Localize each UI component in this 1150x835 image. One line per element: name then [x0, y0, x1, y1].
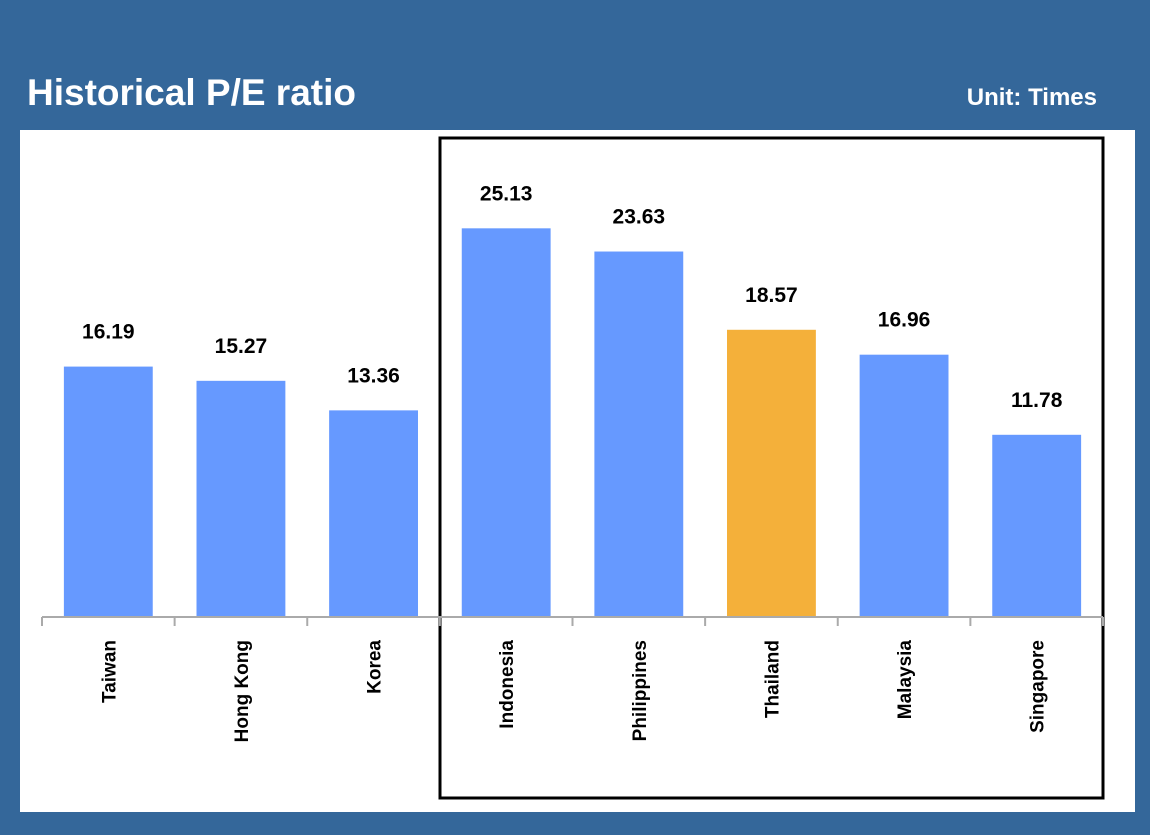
x-tick-label: Indonesia — [497, 640, 518, 729]
value-label: 11.78 — [1011, 389, 1063, 412]
plot-background — [20, 130, 1135, 812]
x-tick-label: Taiwan — [99, 640, 120, 703]
x-tick-label: Singapore — [1028, 640, 1049, 733]
bar — [461, 228, 551, 617]
value-label: 16.19 — [82, 321, 135, 344]
value-label: 23.63 — [613, 206, 666, 229]
bar — [594, 251, 684, 618]
value-label: 18.57 — [745, 284, 798, 307]
value-label: 25.13 — [480, 182, 533, 205]
value-label: 15.27 — [215, 335, 268, 358]
bar — [727, 329, 816, 617]
x-tick-label: Philippines — [630, 640, 651, 741]
bar — [196, 380, 286, 617]
bar — [329, 410, 418, 617]
bar — [992, 434, 1082, 617]
x-tick-label: Thailand — [762, 640, 783, 718]
bar — [859, 354, 949, 617]
x-tick-label: Korea — [365, 640, 386, 694]
highlight-box — [438, 136, 1105, 800]
value-label: 13.36 — [347, 364, 400, 387]
unit-label: Unit: Times — [967, 84, 1097, 111]
x-tick-label: Hong Kong — [232, 640, 253, 742]
x-tick-label: Malaysia — [895, 640, 916, 720]
value-label: 16.96 — [878, 309, 931, 332]
bar — [63, 366, 153, 617]
chart-title: Historical P/E ratio — [27, 72, 356, 113]
